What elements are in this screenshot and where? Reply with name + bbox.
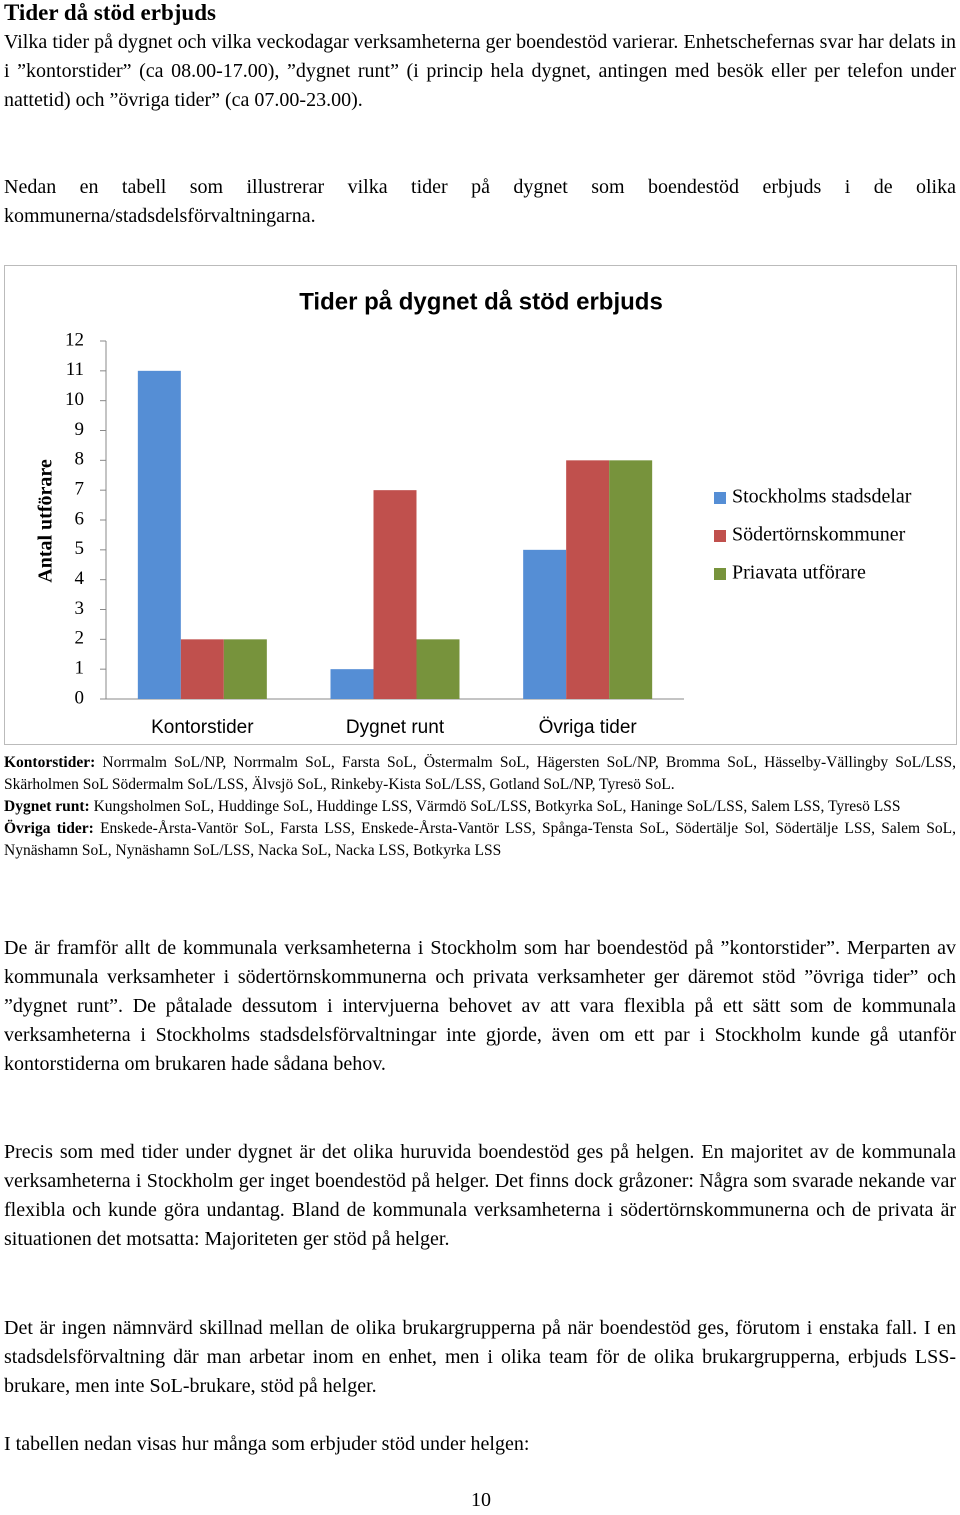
y-axis-label: Antal utförare <box>35 459 57 583</box>
bar <box>180 639 224 699</box>
chart-title: Tider på dygnet då stöd erbjuds <box>299 288 663 315</box>
note-text: Enskede-Årsta-Vantör SoL, Farsta LSS, En… <box>4 820 957 859</box>
note: Kontorstider: Norrmalm SoL/NP, Norrmalm … <box>4 752 956 796</box>
legend-swatch <box>714 530 726 542</box>
note-text: Norrmalm SoL/NP, Norrmalm SoL, Farsta So… <box>4 754 957 793</box>
page-number: 10 <box>471 1489 491 1511</box>
y-tick-label: 1 <box>75 658 85 679</box>
y-tick-label: 0 <box>75 687 85 708</box>
note-label: Kontorstider: <box>4 754 96 771</box>
bar <box>330 669 374 699</box>
notes: Kontorstider: Norrmalm SoL/NP, Norrmalm … <box>4 752 956 862</box>
note: Övriga tider: Enskede-Årsta-Vantör SoL, … <box>4 818 956 862</box>
bar <box>223 639 267 699</box>
y-tick-label: 7 <box>75 479 85 500</box>
y-tick-label: 11 <box>66 359 84 380</box>
note-label: Övriga tider: <box>4 820 94 837</box>
paragraph: Precis som med tider under dygnet är det… <box>4 1141 956 1250</box>
legend-label: Priavata utförare <box>732 562 866 584</box>
heading: Tider då stöd erbjuds <box>4 0 216 25</box>
legend-swatch <box>714 492 726 504</box>
y-tick-label: 6 <box>75 508 85 529</box>
y-tick-label: 2 <box>75 628 85 649</box>
legend-label: Stockholms stadsdelar <box>732 486 912 508</box>
paragraph: Nedan en tabell som illustrerar vilka ti… <box>4 176 956 227</box>
note-text: Kungsholmen SoL, Huddinge SoL, Huddinge … <box>93 798 901 815</box>
bar <box>609 460 653 699</box>
y-tick-label: 3 <box>75 598 85 619</box>
bar <box>416 639 460 699</box>
y-tick-label: 12 <box>65 329 84 350</box>
y-tick-label: 8 <box>75 449 85 470</box>
y-tick-label: 5 <box>75 538 85 559</box>
legend-label: Södertörnskommuner <box>732 524 906 546</box>
note-label: Dygnet runt: <box>4 798 90 815</box>
bar <box>373 490 417 699</box>
x-tick-label: Dygnet runt <box>346 717 445 738</box>
legend-swatch <box>714 568 726 580</box>
bar <box>523 549 567 699</box>
note: Dygnet runt: Kungsholmen SoL, Huddinge S… <box>4 796 956 818</box>
paragraph: I tabellen nedan visas hur många som erb… <box>4 1433 530 1455</box>
paragraph: Vilka tider på dygnet och vilka veckodag… <box>4 31 956 111</box>
chart: Tider på dygnet då stöd erbjuds Antal ut… <box>4 265 957 745</box>
y-tick-label: 9 <box>75 419 85 440</box>
paragraph: De är framför allt de kommunala verksamh… <box>4 937 956 1075</box>
y-tick-label: 4 <box>75 568 85 589</box>
x-tick-label: Övriga tider <box>539 717 638 738</box>
paragraph: Det är ingen nämnvärd skillnad mellan de… <box>4 1317 956 1397</box>
x-tick-label: Kontorstider <box>151 717 254 738</box>
bar <box>137 370 181 699</box>
bar <box>566 460 610 699</box>
y-tick-label: 10 <box>65 389 84 410</box>
